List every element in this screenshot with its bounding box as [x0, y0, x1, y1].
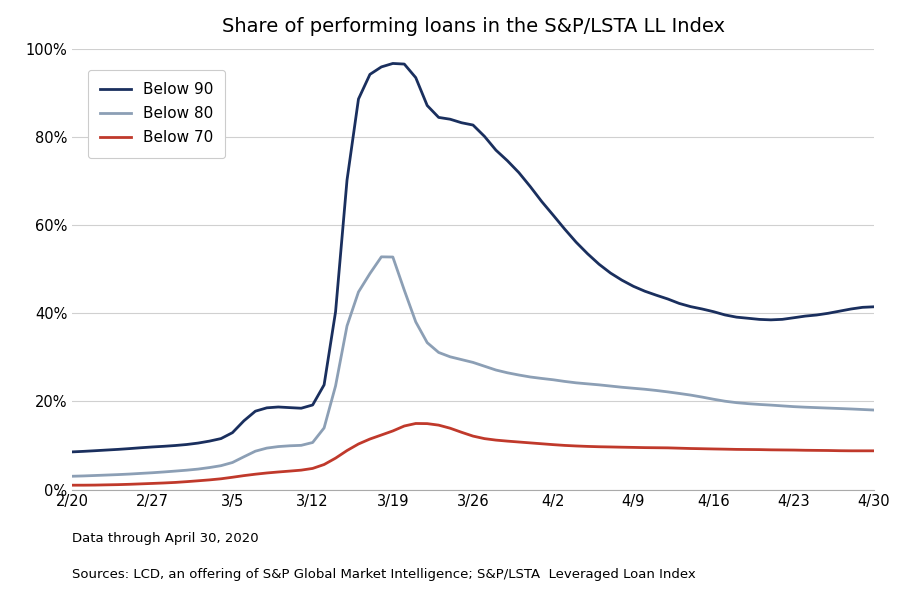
Below 70 [296, 466, 306, 474]
Below 80 [468, 359, 478, 366]
Below 70 [560, 442, 570, 449]
Below 90 [834, 307, 845, 315]
Legend: Below 90, Below 80, Below 70: Below 90, Below 80, Below 70 [87, 70, 225, 158]
Line: Below 80: Below 80 [72, 257, 874, 476]
Below 80 [296, 442, 306, 449]
Below 90 [686, 303, 696, 310]
Below 80 [869, 406, 879, 414]
Below 70 [869, 447, 879, 455]
Below 80 [89, 472, 100, 479]
Line: Below 70: Below 70 [72, 424, 874, 485]
Below 80 [376, 253, 387, 261]
Below 90 [468, 121, 478, 129]
Below 90 [89, 447, 100, 454]
Below 70 [89, 482, 100, 489]
Below 70 [686, 445, 696, 452]
Below 90 [560, 225, 570, 233]
Below 80 [67, 472, 77, 480]
Below 90 [296, 405, 306, 412]
Below 90 [67, 448, 77, 455]
Below 80 [686, 392, 696, 399]
Below 70 [67, 482, 77, 489]
Below 80 [560, 378, 570, 385]
Below 70 [834, 447, 845, 454]
Title: Share of performing loans in the S&P/LSTA LL Index: Share of performing loans in the S&P/LST… [222, 17, 724, 36]
Text: Data through April 30, 2020: Data through April 30, 2020 [72, 532, 259, 545]
Below 90 [869, 303, 879, 310]
Text: Sources: LCD, an offering of S&P Global Market Intelligence; S&P/LSTA  Leveraged: Sources: LCD, an offering of S&P Global … [72, 569, 696, 581]
Below 80 [834, 405, 845, 412]
Below 70 [468, 433, 478, 440]
Line: Below 90: Below 90 [72, 64, 874, 452]
Below 70 [410, 420, 421, 427]
Below 90 [387, 60, 398, 67]
